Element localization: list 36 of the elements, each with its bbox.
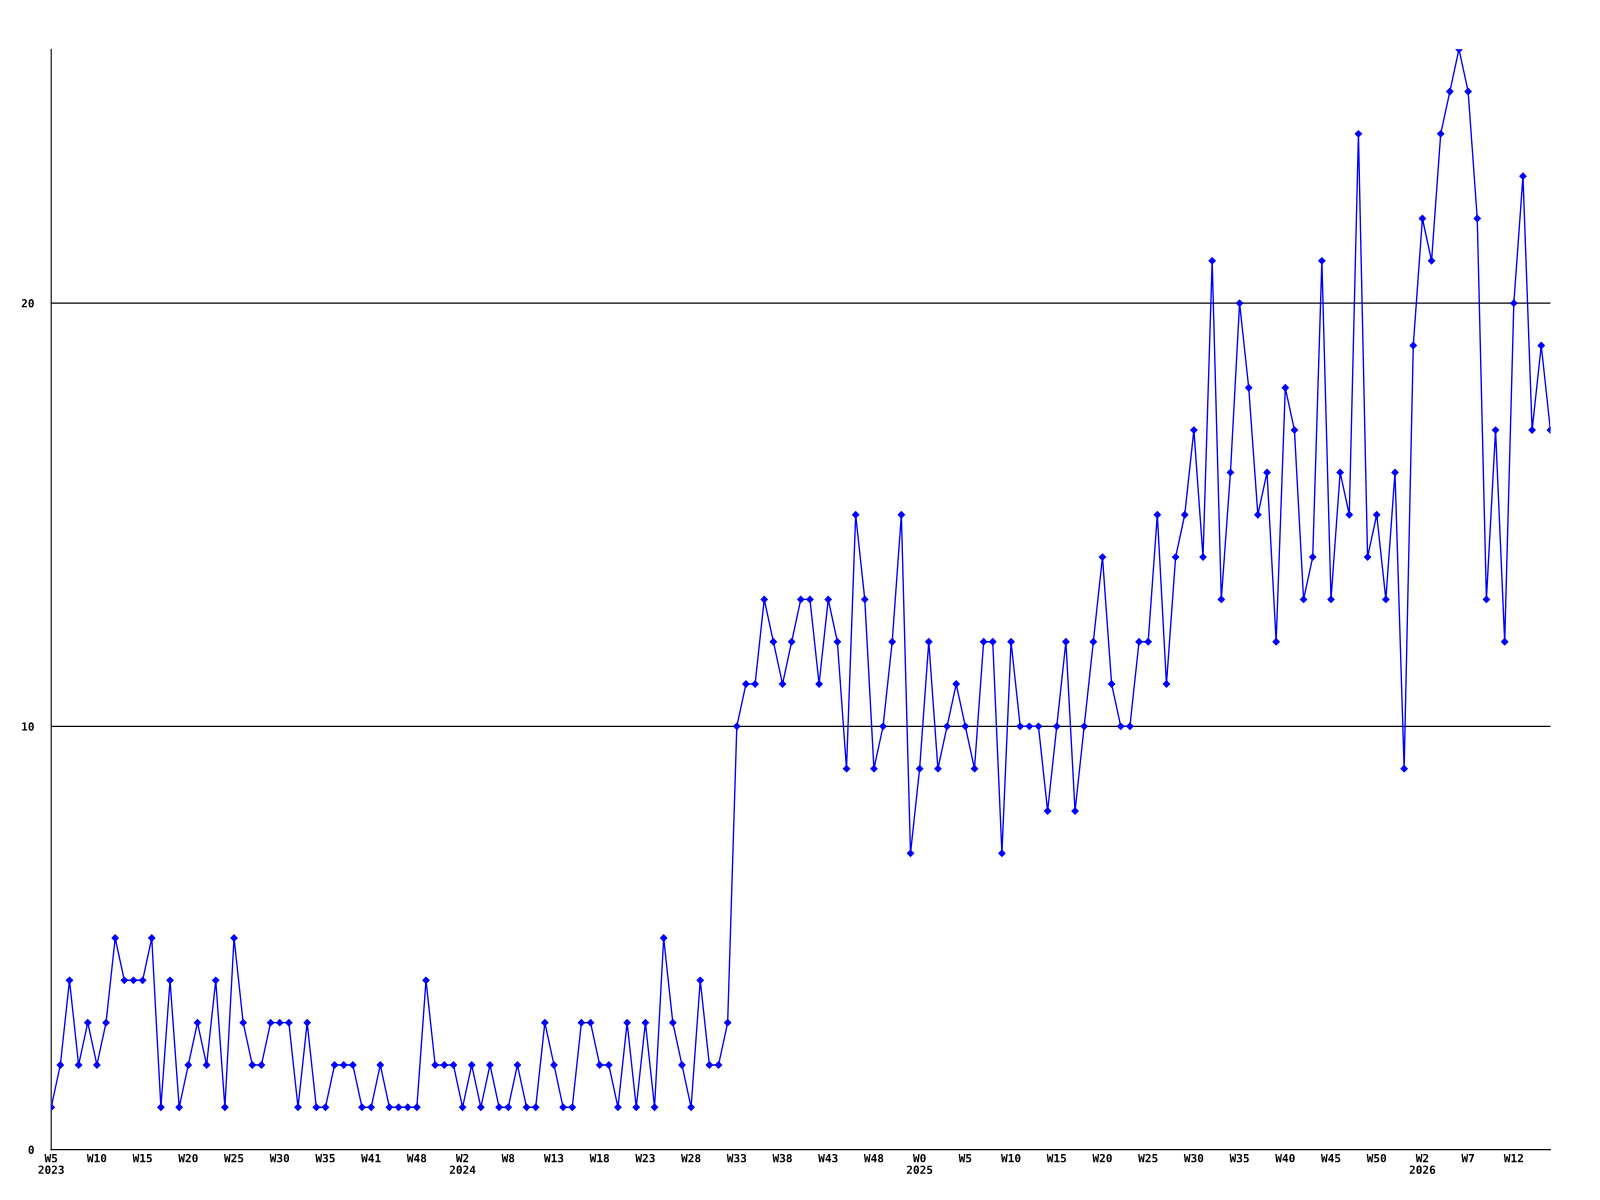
- x-tick-label: W10: [1001, 1153, 1021, 1163]
- x-tick-label: W10: [86, 1153, 107, 1163]
- x-tick-label: W35: [315, 1153, 335, 1163]
- x-tick-label: W50: [1366, 1153, 1387, 1163]
- x-tick-label: W43: [818, 1153, 838, 1163]
- x-tick-label: W18: [589, 1153, 610, 1163]
- x-tick-label: W41: [361, 1154, 381, 1163]
- x-tick-label: W25: [1138, 1153, 1158, 1163]
- x-tick-label: W45: [1320, 1154, 1341, 1163]
- x-tick-label: W0 2025: [906, 1153, 933, 1174]
- x-tick-label: W2 2024: [449, 1153, 476, 1174]
- y-tick-label: 0: [28, 1145, 34, 1154]
- x-tick-label: W5: [958, 1154, 972, 1163]
- y-tick-label: 10: [22, 722, 34, 731]
- x-tick-label: W2 2026: [1409, 1153, 1436, 1174]
- x-tick-label: W28: [681, 1153, 701, 1163]
- x-tick-label: W15: [1046, 1154, 1067, 1163]
- x-tick-label: W13: [543, 1153, 564, 1163]
- x-tick-label: W12: [1503, 1153, 1523, 1163]
- x-tick-label: W38: [772, 1153, 792, 1163]
- x-tick-label: W8: [501, 1153, 515, 1163]
- x-tick-label: W20: [178, 1153, 198, 1163]
- x-tick-label: W25: [224, 1153, 244, 1163]
- x-tick-label: W7: [1461, 1154, 1474, 1163]
- x-tick-label: W48: [406, 1153, 427, 1163]
- x-tick-label: W30: [269, 1153, 290, 1163]
- x-tick-label: W15: [132, 1154, 152, 1163]
- x-tick-label: W5 2023: [38, 1154, 64, 1174]
- x-tick-label: W48: [863, 1153, 884, 1163]
- x-tick-label: W30: [1183, 1153, 1204, 1163]
- x-tick-label: W35: [1229, 1153, 1249, 1163]
- x-tick-label: W20: [1092, 1153, 1112, 1163]
- x-tick-label: W23: [635, 1153, 655, 1163]
- x-tick-label: W40: [1275, 1153, 1295, 1163]
- y-tick-label: 20: [21, 299, 34, 308]
- x-tick-label: W33: [726, 1153, 747, 1163]
